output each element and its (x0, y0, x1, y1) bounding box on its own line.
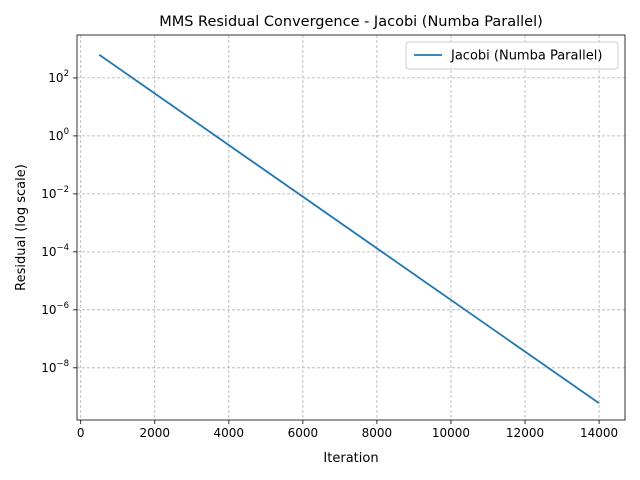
legend: Jacobi (Numba Parallel) (405, 41, 619, 70)
x-tick-label: 2000 (139, 426, 170, 440)
grid-lines (77, 35, 625, 420)
legend-box (405, 41, 619, 70)
x-tick-label: 0 (77, 426, 85, 440)
x-axis-label: Iteration (323, 451, 378, 466)
legend-label: Jacobi (Numba Parallel) (450, 49, 602, 64)
x-tick-label: 14000 (580, 426, 618, 440)
x-tick-label: 12000 (506, 426, 544, 440)
x-tick-label: 6000 (288, 426, 319, 440)
x-tick-label: 10000 (432, 426, 470, 440)
x-tick-label: 8000 (362, 426, 393, 440)
chart-title: MMS Residual Convergence - Jacobi (Numba… (159, 14, 543, 30)
plot-frame (76, 34, 626, 421)
x-tick-label: 4000 (214, 426, 245, 440)
x-axis: 0 2000 4000 6000 8000 10000 12000 14000 (77, 420, 618, 440)
series-line (98, 53, 600, 404)
series-layer (98, 53, 600, 404)
y-axis-label: Residual (log scale) (14, 164, 29, 291)
